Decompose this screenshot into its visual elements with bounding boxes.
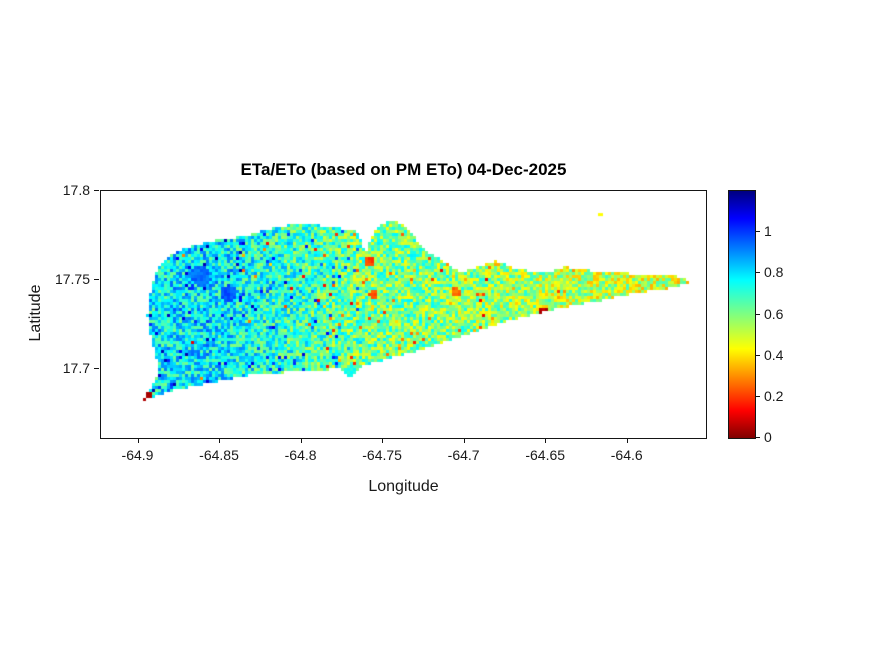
x-tick-label: -64.75: [362, 447, 402, 463]
y-axis-label: Latitude: [27, 284, 44, 342]
x-tick-label: -64.8: [284, 447, 317, 463]
plot-axes: [100, 190, 707, 439]
colorbar-tick-mark: [756, 231, 760, 233]
x-tick-label: -64.85: [199, 447, 239, 463]
colorbar-tick-mark: [756, 313, 760, 315]
x-axis-label: Longitude: [368, 478, 439, 495]
x-tick-mark: [300, 438, 302, 443]
chart-title: ETa/ETo (based on PM ETo) 04-Dec-2025: [240, 160, 567, 179]
colorbar: [728, 190, 756, 439]
colorbar-tick-label: 0.8: [764, 264, 784, 281]
colorbar-gradient: [729, 191, 755, 438]
x-tick-label: -64.9: [121, 447, 154, 463]
y-tick-mark: [94, 190, 99, 191]
colorbar-tick-label: 0.4: [764, 346, 784, 363]
y-tick-label: 17.8: [62, 182, 90, 198]
colorbar-tick-label: 1: [764, 223, 772, 240]
colorbar-tick-mark: [756, 437, 760, 438]
y-tick-mark: [94, 278, 99, 280]
colorbar-tick-label: 0.2: [764, 387, 784, 404]
x-tick-label: -64.65: [525, 447, 566, 463]
colorbar-tick-mark: [756, 395, 760, 397]
colorbar-tick-mark: [756, 354, 760, 356]
x-tick-label: -64.6: [610, 447, 643, 463]
x-tick-mark: [626, 438, 628, 443]
x-tick-mark: [137, 438, 139, 443]
y-tick-label: 17.75: [54, 270, 90, 287]
y-tick-mark: [94, 367, 99, 369]
colorbar-tick-label: 0: [764, 429, 772, 445]
x-tick-mark: [219, 438, 221, 443]
x-tick-mark: [463, 438, 465, 443]
y-tick-label: 17.7: [62, 359, 90, 376]
x-tick-label: -64.7: [447, 447, 480, 463]
colorbar-tick-mark: [756, 272, 760, 274]
colorbar-tick-label: 0.6: [764, 305, 784, 322]
x-tick-mark: [382, 438, 384, 443]
heatmap-canvas: [101, 191, 706, 438]
x-tick-mark: [545, 438, 547, 443]
